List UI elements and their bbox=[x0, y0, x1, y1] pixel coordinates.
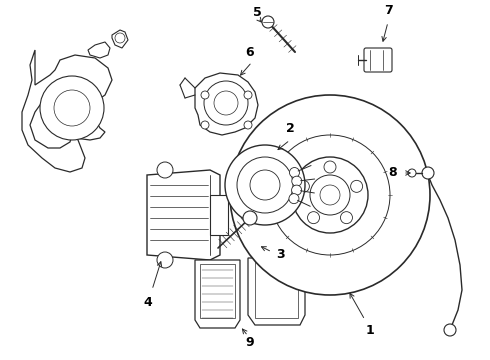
Circle shape bbox=[292, 185, 301, 195]
Text: 7: 7 bbox=[384, 4, 392, 17]
Circle shape bbox=[444, 324, 456, 336]
Circle shape bbox=[270, 135, 390, 255]
Circle shape bbox=[244, 91, 252, 99]
Circle shape bbox=[408, 169, 416, 177]
Circle shape bbox=[157, 252, 173, 268]
Circle shape bbox=[290, 167, 299, 177]
Polygon shape bbox=[210, 195, 228, 235]
Circle shape bbox=[204, 81, 248, 125]
Polygon shape bbox=[147, 170, 220, 260]
Polygon shape bbox=[195, 73, 258, 135]
Polygon shape bbox=[255, 262, 298, 318]
Text: 9: 9 bbox=[245, 336, 254, 348]
Circle shape bbox=[201, 91, 209, 99]
Circle shape bbox=[292, 176, 302, 186]
Circle shape bbox=[244, 121, 252, 129]
Circle shape bbox=[201, 121, 209, 129]
Circle shape bbox=[230, 95, 430, 295]
Circle shape bbox=[54, 90, 90, 126]
Polygon shape bbox=[195, 260, 240, 328]
Circle shape bbox=[320, 185, 340, 205]
Text: 6: 6 bbox=[245, 45, 254, 58]
Circle shape bbox=[40, 76, 104, 140]
Polygon shape bbox=[88, 42, 110, 58]
Circle shape bbox=[214, 91, 238, 115]
Text: 5: 5 bbox=[253, 5, 261, 18]
Text: 4: 4 bbox=[144, 296, 152, 309]
Circle shape bbox=[297, 180, 309, 192]
Circle shape bbox=[324, 161, 336, 173]
Polygon shape bbox=[112, 30, 128, 48]
Circle shape bbox=[115, 33, 125, 43]
Circle shape bbox=[262, 16, 274, 28]
Circle shape bbox=[310, 175, 350, 215]
Circle shape bbox=[243, 211, 257, 225]
Circle shape bbox=[292, 157, 368, 233]
Polygon shape bbox=[200, 264, 235, 318]
Circle shape bbox=[351, 180, 363, 192]
Polygon shape bbox=[248, 258, 305, 325]
Circle shape bbox=[225, 145, 305, 225]
Circle shape bbox=[308, 212, 319, 224]
Circle shape bbox=[237, 157, 293, 213]
Circle shape bbox=[250, 170, 280, 200]
Circle shape bbox=[341, 212, 352, 224]
Circle shape bbox=[157, 162, 173, 178]
Text: 2: 2 bbox=[286, 122, 294, 135]
Polygon shape bbox=[22, 50, 112, 172]
FancyBboxPatch shape bbox=[364, 48, 392, 72]
Text: 3: 3 bbox=[276, 248, 284, 261]
Circle shape bbox=[422, 167, 434, 179]
Circle shape bbox=[289, 194, 299, 204]
Text: 1: 1 bbox=[366, 324, 374, 337]
Text: 8: 8 bbox=[389, 166, 397, 180]
